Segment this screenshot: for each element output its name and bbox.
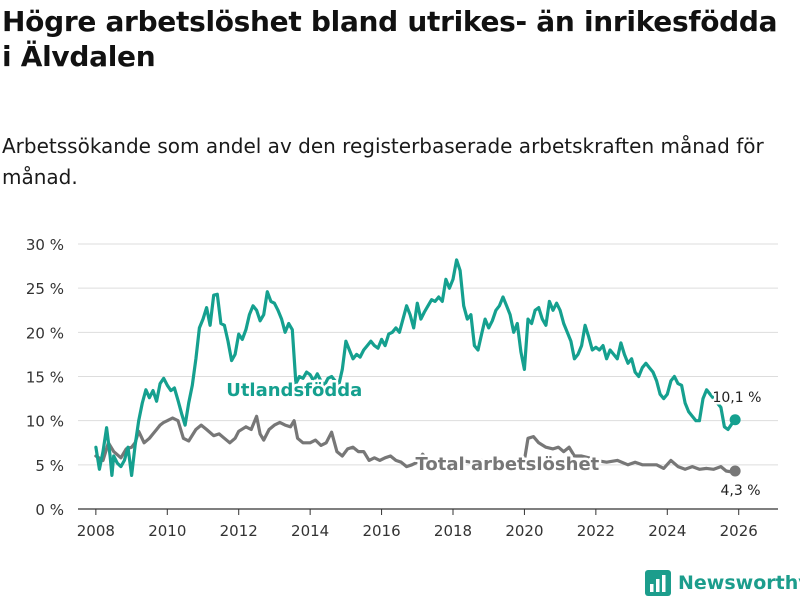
y-tick-label: 25 % [26, 280, 64, 298]
chart-subtitle: Arbetssökande som andel av den registerb… [2, 134, 764, 189]
series-label-total-arbetsloshet-halo: Total arbetslöshet [416, 454, 600, 475]
series-line-utlandsfodda [94, 258, 737, 477]
series-label-utlandsfodda-halo: Utlandsfödda [226, 380, 362, 401]
y-tick-label: 15 % [26, 369, 64, 387]
y-tick-label: 20 % [26, 324, 64, 342]
series-line-total-arbetsloshet [94, 414, 737, 474]
x-tick-label: 2010 [148, 522, 186, 540]
x-tick-label: 2012 [220, 522, 258, 540]
line-chart: 0 %5 %10 %15 %20 %25 %30 % 2008 2010 2012 2… [26, 236, 778, 540]
end-value-label-total-arbetsloshet-halo: 4,3 % [720, 483, 760, 499]
x-tick-label: 2020 [505, 522, 543, 540]
x-tick-label: 2024 [648, 522, 686, 540]
y-axis-tick-labels: 0 % 5 % 10 % 15 % 20 % 25 % 30 % [26, 236, 64, 519]
series-endpoint-utlandsfodda [729, 414, 741, 426]
y-tick-label: 30 % [26, 236, 64, 254]
end-value-label-utlandsfodda: 10,1 % [712, 390, 761, 406]
y-tick-label: 0 % [35, 501, 64, 519]
brand-name: Newsworthy [678, 572, 800, 594]
x-tick-label: 2016 [362, 522, 400, 540]
newsworthy-logo-icon [645, 570, 671, 596]
x-tick-label: 2022 [577, 522, 615, 540]
x-tick-label: 2026 [720, 522, 758, 540]
x-tick-label: 2014 [291, 522, 329, 540]
chart-title: Högre arbetslöshet bland utrikes- än inr… [2, 5, 778, 73]
x-tick-label: 2018 [434, 522, 472, 540]
series-endpoint-total-arbetsloshet [729, 465, 741, 477]
y-tick-label: 10 % [26, 413, 64, 431]
end-value-label-utlandsfodda-halo: 10,1 % [712, 390, 761, 406]
y-tick-label: 5 % [35, 457, 64, 475]
newsworthy-logo: Newsworthy [644, 569, 800, 597]
end-value-label-total-arbetsloshet: 4,3 % [720, 483, 760, 499]
series-lines [94, 258, 741, 477]
x-axis: 2008 2010 2012 2014 2016 2018 2020 2022 2024 2026 [77, 508, 778, 540]
series-label-total-arbetsloshet: Total arbetslöshet [416, 454, 600, 475]
x-tick-label: 2008 [77, 522, 115, 540]
series-label-utlandsfodda: Utlandsfödda [226, 380, 362, 401]
